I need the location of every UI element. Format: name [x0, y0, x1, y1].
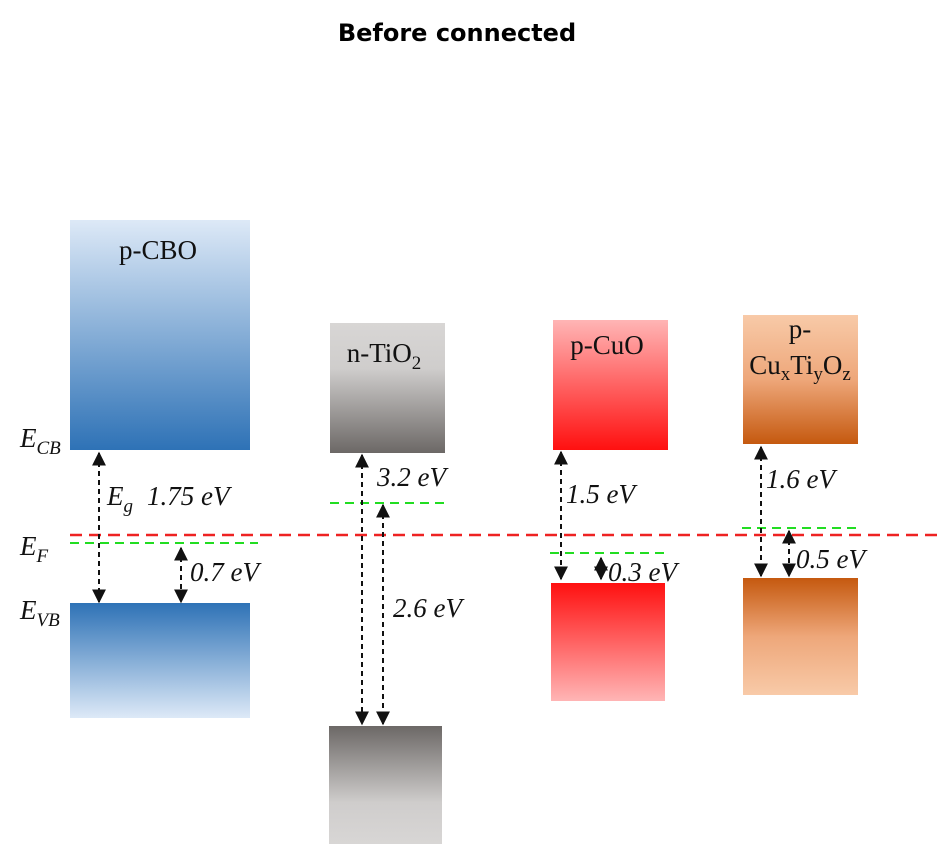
vb-block [551, 583, 665, 701]
energy-label: 1.6 eV [766, 464, 838, 494]
level-label: ECB [19, 423, 61, 459]
cb-block [553, 320, 668, 450]
energy-label: 2.6 eV [393, 593, 465, 623]
energy-label: 0.7 eV [190, 557, 262, 587]
cb-block [330, 323, 445, 453]
level-label: EF [19, 531, 49, 567]
gap-symbol: Eg [106, 481, 133, 517]
material-label: n-TiO2 [347, 338, 422, 374]
title: Before connected [338, 19, 576, 47]
energy-label: 0.3 eV [608, 557, 680, 587]
energy-label: 3.2 eV [376, 462, 449, 492]
material-label: CuxTiyOz [749, 350, 851, 385]
vb-block [743, 578, 858, 695]
vb-block [70, 603, 250, 718]
material-label: p-CuO [570, 330, 644, 360]
energy-label: 1.75 eV [147, 481, 233, 511]
cb-block [70, 220, 250, 450]
energy-label: 1.5 eV [566, 479, 638, 509]
level-label: EVB [19, 595, 60, 631]
energy-label: 0.5 eV [796, 544, 868, 574]
vb-block [329, 726, 442, 844]
material-label: p-CBO [119, 235, 197, 265]
material-label: p- [789, 314, 812, 344]
cb-block [743, 315, 858, 444]
